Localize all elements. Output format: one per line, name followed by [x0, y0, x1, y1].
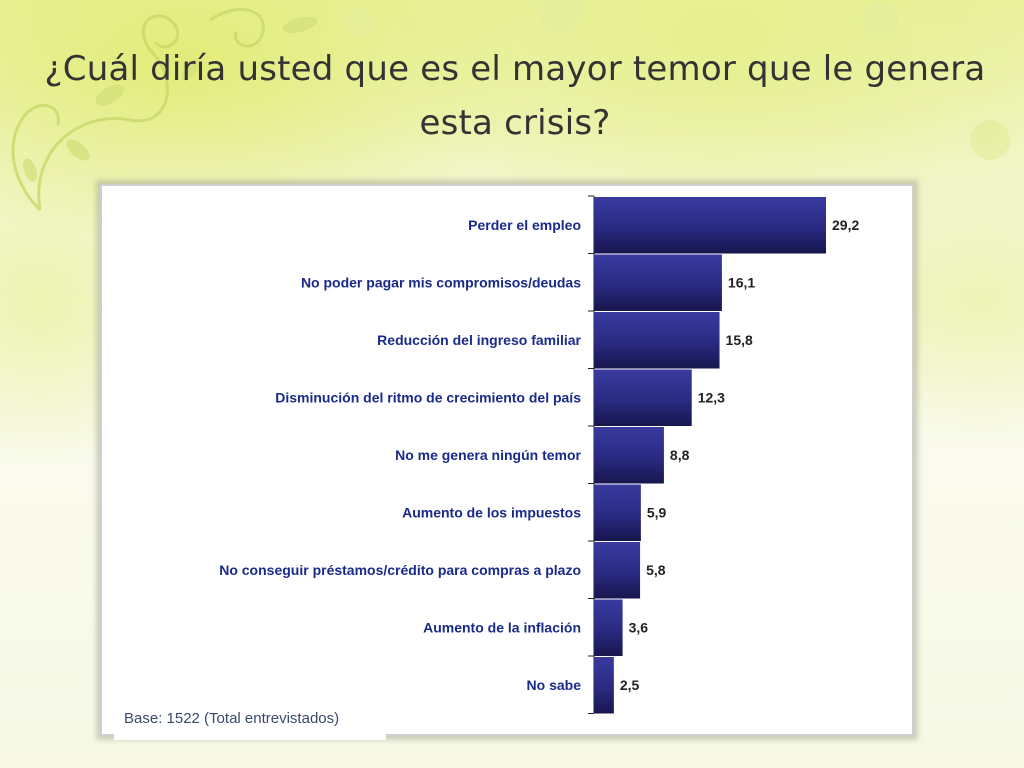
category-label: No me genera ningún temor [395, 447, 581, 463]
category-label: No conseguir préstamos/crédito para comp… [219, 562, 581, 578]
data-label: 16,1 [728, 274, 755, 290]
bar [594, 312, 720, 369]
category-label: No poder pagar mis compromisos/deudas [301, 274, 581, 290]
bar [594, 599, 623, 656]
data-label: 5,9 [647, 504, 667, 520]
bar [594, 197, 826, 254]
category-label: Aumento de la inflación [423, 619, 581, 635]
data-label: 12,3 [698, 389, 725, 405]
category-label: Perder el empleo [468, 217, 581, 233]
data-label: 3,6 [629, 619, 649, 635]
data-label: 29,2 [832, 217, 859, 233]
data-label: 2,5 [620, 677, 640, 693]
data-label: 5,8 [646, 562, 666, 578]
base-note: Base: 1522 (Total entrevistados) [124, 710, 340, 727]
category-label: Aumento de los impuestos [402, 504, 581, 520]
bar [594, 484, 641, 541]
chart-card [100, 184, 914, 736]
category-label: Reducción del ingreso familiar [377, 332, 581, 348]
base-note-box: Base: 1522 (Total entrevistados) [114, 704, 386, 740]
bar [594, 542, 641, 599]
data-label: 15,8 [726, 332, 753, 348]
data-label: 8,8 [670, 447, 690, 463]
bar [594, 657, 614, 714]
bar [594, 369, 692, 426]
bar [594, 254, 722, 311]
category-label: No sabe [527, 677, 582, 693]
bar [594, 427, 664, 484]
slide-title: ¿Cuál diría usted que es el mayor temor … [44, 49, 986, 143]
category-label: Disminución del ritmo de crecimiento del… [275, 389, 581, 405]
